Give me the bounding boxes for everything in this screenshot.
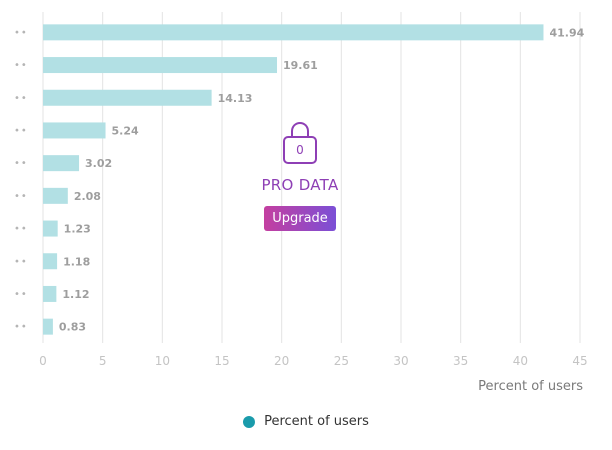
x-tick-label: 30: [393, 354, 408, 368]
x-tick-label: 20: [274, 354, 289, 368]
category-label: ••: [14, 224, 28, 235]
lock-digit: 0: [283, 136, 317, 164]
value-label: 41.94: [549, 26, 584, 39]
x-tick-label: 10: [155, 354, 170, 368]
category-label: ••: [14, 27, 28, 38]
bar: [43, 187, 68, 204]
value-label: 1.23: [64, 223, 91, 236]
pro-data-label: PRO DATA: [261, 176, 339, 194]
legend-dot-icon[interactable]: [243, 415, 256, 428]
x-tick-label: 15: [214, 354, 229, 368]
category-label: ••: [14, 289, 28, 300]
bar: [43, 253, 58, 270]
upgrade-button[interactable]: Upgrade: [264, 206, 336, 231]
x-axis-label: Percent of users: [478, 379, 583, 394]
legend: Percent of users: [0, 414, 612, 429]
bar: [43, 24, 544, 41]
value-label: 2.08: [74, 190, 101, 203]
value-label: 14.13: [218, 92, 253, 105]
category-label: ••: [14, 256, 28, 267]
value-label: 3.02: [85, 157, 112, 170]
bar: [43, 155, 80, 172]
category-label: ••: [14, 125, 28, 136]
x-tick-label: 0: [39, 354, 47, 368]
lock-icon: 0: [283, 122, 317, 164]
bar-chart: 0 5 10 15 20 25 30 35 40 45 •• 41.94 •• 19.61 •• 14.13 •…: [14, 12, 588, 394]
bar: [43, 57, 278, 74]
x-tick-label: 40: [513, 354, 528, 368]
bar: [43, 122, 106, 139]
value-label: 1.18: [63, 255, 90, 268]
category-label: ••: [14, 60, 28, 71]
x-tick-label: 35: [453, 354, 468, 368]
legend-label[interactable]: Percent of users: [264, 414, 369, 429]
value-label: 5.24: [112, 124, 139, 137]
value-label: 1.12: [62, 288, 89, 301]
category-label: ••: [14, 158, 28, 169]
category-label: ••: [14, 191, 28, 202]
category-label: ••: [14, 93, 28, 104]
bar: [43, 220, 58, 237]
bar: [43, 285, 57, 302]
value-label: 0.83: [59, 321, 86, 334]
bar: [43, 89, 212, 106]
category-label: ••: [14, 322, 28, 333]
x-tick-label: 25: [334, 354, 349, 368]
value-label: 19.61: [283, 59, 318, 72]
pro-data-overlay: 0 PRO DATA Upgrade: [240, 122, 360, 231]
x-tick-label: 5: [99, 354, 107, 368]
bar: [43, 318, 53, 335]
x-tick-label: 45: [572, 354, 587, 368]
